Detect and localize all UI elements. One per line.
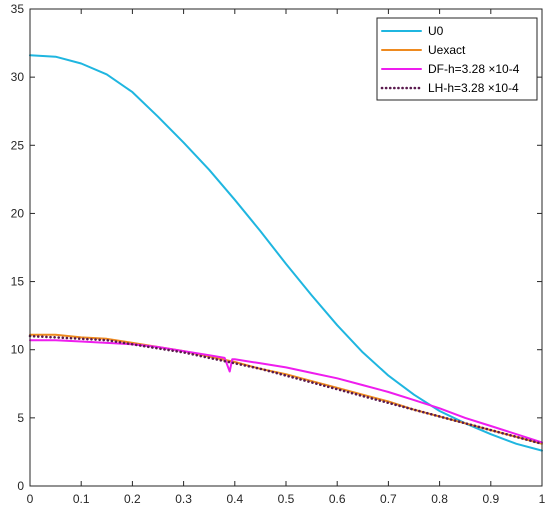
y-tick-label: 5 <box>17 411 24 425</box>
y-tick-label: 0 <box>17 479 24 493</box>
legend-label-0: U0 <box>428 24 444 38</box>
x-tick-label: 0 <box>27 492 34 506</box>
series-line-3 <box>28 334 544 446</box>
legend: U0 Uexact DF-h=3.28 ×10-4 LH-h=3.28 ×10-4 <box>376 17 538 101</box>
y-tick-label: 20 <box>11 206 25 220</box>
legend-label-2: DF-h=3.28 ×10-4 <box>428 62 520 76</box>
legend-label-1: Uexact <box>428 43 466 57</box>
series-line-0 <box>29 54 543 452</box>
x-tick-label: 0.1 <box>73 492 90 506</box>
y-tick-label: 10 <box>11 343 25 357</box>
x-tick-label: 0.7 <box>380 492 397 506</box>
x-tick-label: 0.8 <box>431 492 448 506</box>
y-tick-label: 30 <box>11 70 25 84</box>
x-tick-label: 0.3 <box>175 492 192 506</box>
series-line-1 <box>29 333 543 445</box>
x-tick-label: 0.2 <box>124 492 141 506</box>
x-tick-label: 0.6 <box>329 492 346 506</box>
series-layer <box>28 54 544 452</box>
x-tick-label: 0.4 <box>226 492 243 506</box>
y-tick-label: 25 <box>11 138 25 152</box>
y-tick-label: 35 <box>11 2 25 16</box>
x-tick-label: 0.9 <box>482 492 499 506</box>
x-tick-label: 0.5 <box>278 492 295 506</box>
axes-layer: 0 0.1 0.2 0.3 0.4 0.5 0.6 0.7 0.8 0.9 105101520253… <box>11 2 546 506</box>
x-tick-label: 1 <box>539 492 546 506</box>
legend-label-3: LH-h=3.28 ×10-4 <box>428 81 519 95</box>
y-tick-label: 15 <box>11 275 25 289</box>
